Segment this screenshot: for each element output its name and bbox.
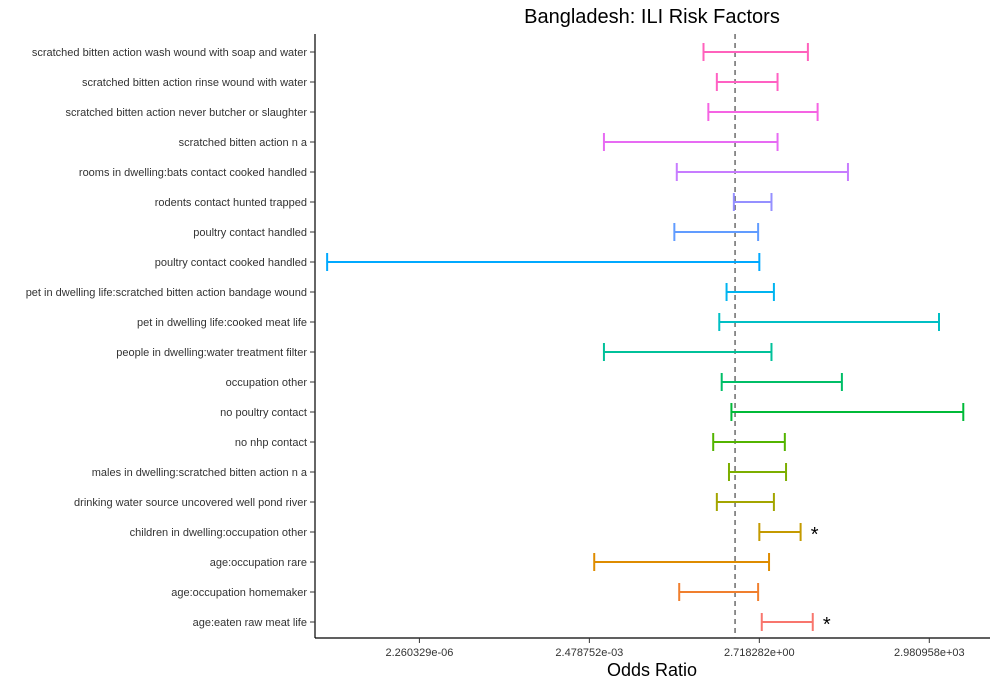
y-tick-label: age:occupation rare	[210, 557, 307, 569]
y-tick-label: males in dwelling:scratched bitten actio…	[92, 467, 308, 479]
y-tick-label: poultry contact handled	[193, 227, 307, 239]
y-tick-label: pet in dwelling life:scratched bitten ac…	[26, 287, 307, 299]
plot-area: 2.260329e-06 2.478752e-03 2.718282e+00 2.98…	[26, 34, 990, 659]
x-tick-label: 2.718282e+00	[724, 647, 795, 659]
y-tick-label: occupation other	[226, 377, 308, 389]
y-tick-label: rooms in dwelling:bats contact cooked ha…	[79, 167, 307, 179]
y-tick-label: no poultry contact	[220, 407, 307, 419]
significance-star: *	[823, 614, 831, 636]
y-tick-label: age:occupation homemaker	[171, 587, 307, 599]
x-tick-label: 2.260329e-06	[385, 647, 453, 659]
y-tick-label: scratched bitten action rinse wound with…	[82, 77, 307, 89]
y-tick-label: pet in dwelling life:cooked meat life	[137, 317, 307, 329]
x-tick-label: 2.478752e-03	[555, 647, 623, 659]
y-tick-label: poultry contact cooked handled	[155, 257, 307, 269]
y-tick-label: scratched bitten action n a	[179, 137, 308, 149]
chart-title: Bangladesh: ILI Risk Factors	[524, 6, 780, 28]
y-tick-label: scratched bitten action never butcher or…	[65, 107, 307, 119]
x-tick-label: 2.980958e+03	[894, 647, 965, 659]
y-tick-label: no nhp contact	[235, 437, 307, 449]
significance-star: *	[811, 524, 819, 546]
x-axis-label: Odds Ratio	[607, 660, 697, 680]
y-tick-label: people in dwelling:water treatment filte…	[116, 347, 307, 359]
y-tick-label: drinking water source uncovered well pon…	[74, 497, 307, 509]
y-tick-label: children in dwelling:occupation other	[130, 527, 308, 539]
y-tick-label: age:eaten raw meat life	[193, 617, 307, 629]
y-tick-label: scratched bitten action wash wound with …	[32, 47, 307, 59]
y-tick-label: rodents contact hunted trapped	[155, 197, 307, 209]
